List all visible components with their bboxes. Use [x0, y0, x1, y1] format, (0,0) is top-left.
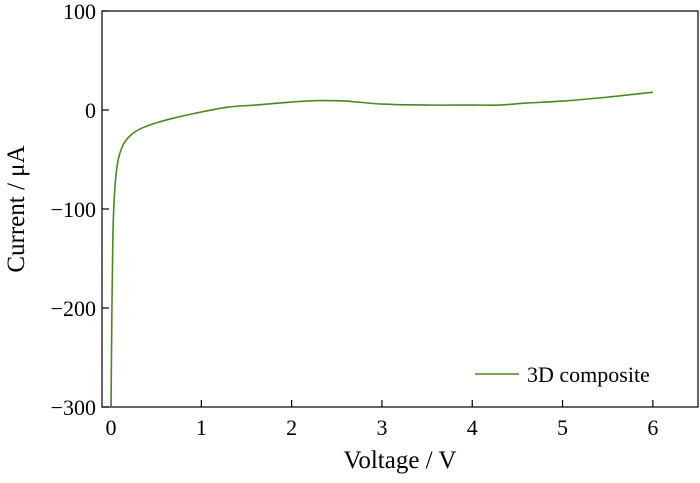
legend: 3D composite — [475, 362, 650, 387]
plot-frame — [101, 10, 699, 408]
series-line-3d-composite — [110, 91, 653, 408]
x-tick-label: 2 — [286, 415, 297, 440]
x-axis-title: Voltage / V — [344, 447, 457, 474]
legend-label-3d-composite: 3D composite — [527, 362, 650, 387]
y-axis: −300 −200 −100 0 100 — [51, 0, 109, 420]
y-tick-label: 100 — [63, 0, 96, 24]
x-tick-label: 1 — [196, 415, 207, 440]
y-tick-label: −200 — [51, 296, 96, 321]
x-tick-label: 4 — [467, 415, 478, 440]
y-tick-label: −300 — [51, 395, 96, 420]
x-tick-label: 0 — [106, 415, 117, 440]
plot-area — [101, 10, 699, 408]
x-axis: 0 1 2 3 4 5 6 — [106, 400, 658, 440]
series-layer — [110, 91, 653, 408]
x-tick-label: 3 — [376, 415, 387, 440]
x-tick-label: 6 — [647, 415, 658, 440]
x-tick-label: 5 — [557, 415, 568, 440]
y-tick-label: −100 — [51, 197, 96, 222]
y-tick-label: 0 — [85, 98, 96, 123]
y-axis-title: Current / μA — [3, 145, 30, 272]
